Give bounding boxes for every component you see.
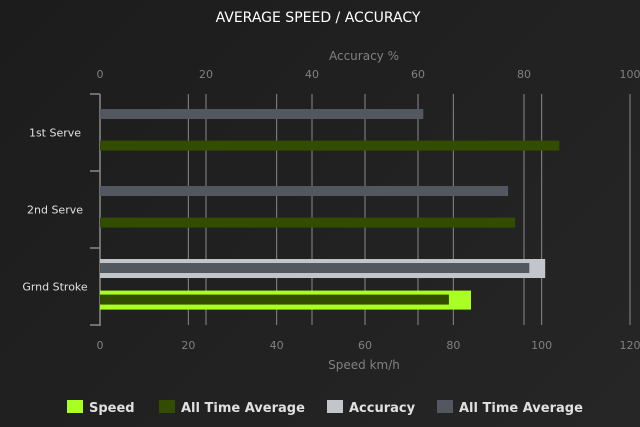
chart-title: AVERAGE SPEED / ACCURACY (216, 10, 421, 26)
bar-speed-average (100, 217, 516, 228)
category-label: 1st Serve (29, 127, 81, 140)
accuracy-tick-label: 100 (620, 68, 640, 81)
category-label: Grnd Stroke (22, 281, 88, 294)
accuracy-tick-label: 80 (517, 68, 531, 81)
legend-label: Speed (89, 401, 135, 416)
bar-speed-average (100, 294, 449, 305)
accuracy-tick-label: 0 (97, 68, 104, 81)
legend-swatch (159, 400, 175, 413)
legend-label: All Time Average (459, 401, 583, 416)
legend-label: Accuracy (349, 401, 416, 416)
bar-speed-average (100, 140, 560, 151)
bar-accuracy-average (100, 263, 530, 274)
accuracy-tick-label: 20 (199, 68, 213, 81)
speed-tick-label: 40 (270, 339, 284, 352)
legend-swatch (67, 400, 83, 413)
category-label: 2nd Serve (27, 204, 83, 217)
speed-tick-label: 80 (446, 339, 460, 352)
bar-accuracy-average (100, 186, 509, 197)
legend-swatch (327, 400, 343, 413)
bottom-axis-label: Speed km/h (328, 358, 400, 372)
legend-label: All Time Average (181, 401, 305, 416)
top-axis-label: Accuracy % (329, 49, 399, 63)
speed-tick-label: 60 (358, 339, 372, 352)
legend-swatch (437, 400, 453, 413)
bar-accuracy-average (100, 109, 424, 120)
speed-tick-label: 20 (181, 339, 195, 352)
speed-tick-label: 0 (97, 339, 104, 352)
accuracy-tick-label: 60 (411, 68, 425, 81)
speed-tick-label: 120 (620, 339, 640, 352)
accuracy-tick-label: 40 (305, 68, 319, 81)
speed-tick-label: 100 (531, 339, 552, 352)
